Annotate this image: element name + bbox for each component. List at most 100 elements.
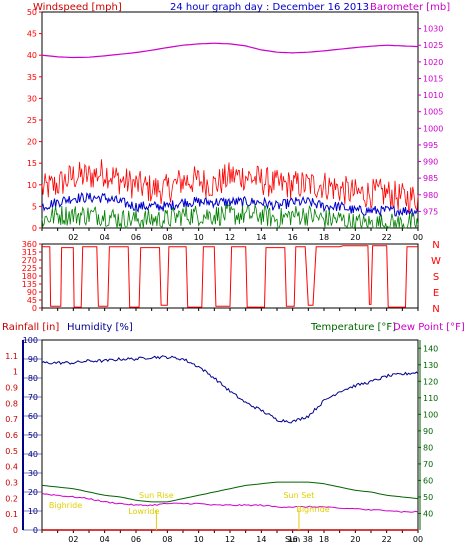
barometer-axis-title: Barometer [mb] — [370, 2, 450, 13]
rain-tick-label: 0.5 — [5, 447, 18, 456]
x-tick-label: 18 — [319, 535, 329, 544]
sun-moon-annotation: Bighride — [296, 505, 329, 514]
y-tick-label: 10 — [27, 181, 37, 190]
humidity-tick-label: 50 — [28, 431, 38, 440]
humidity-tick-label: 90 — [28, 355, 38, 364]
humidity-tick-label: 10 — [28, 507, 38, 516]
y-tick-label: 1000 — [423, 124, 443, 133]
y-tick-label: 140 — [423, 344, 438, 353]
rainfall-axis-title: Rainfall [in] — [2, 322, 59, 333]
direction-compass-label: N — [432, 304, 439, 315]
sun-moon-annotation: Bighride — [49, 501, 82, 510]
y-tick-label: 1025 — [423, 41, 443, 50]
x-tick-label: 22 — [382, 535, 392, 544]
direction-compass-label: E — [433, 288, 439, 299]
wind-max-series — [41, 159, 419, 213]
y-tick-label: 1030 — [423, 25, 443, 34]
rain-tick-label: 0.8 — [5, 399, 18, 408]
windspeed-axis-title: Windspeed [mph] — [33, 2, 122, 13]
y-tick-label: 70 — [423, 460, 433, 469]
y-tick-label: 1010 — [423, 91, 443, 100]
y-tick-label: 45 — [27, 30, 37, 39]
y-tick-label: 225 — [22, 264, 37, 273]
x-tick-label: 08 — [162, 233, 172, 242]
y-tick-label: 50 — [423, 493, 433, 502]
rain-tick-label: 1 — [13, 368, 18, 377]
x-tick-label: 10 — [194, 233, 204, 242]
x-tick-label: 04 — [100, 233, 110, 242]
humidity-series — [41, 355, 419, 424]
y-tick-label: 110 — [423, 394, 438, 403]
x-tick-label: 20 — [350, 535, 360, 544]
y-tick-label: 50 — [27, 8, 37, 17]
dewpoint-series — [41, 492, 419, 513]
x-tick-label: 22 — [382, 233, 392, 242]
y-tick-label: 985 — [423, 174, 438, 183]
rain-tick-label: 0.3 — [5, 479, 18, 488]
humidity-tick-label: 100 — [23, 336, 38, 345]
y-tick-label: 130 — [423, 361, 438, 370]
chart-title: 24 hour graph day : December 16 2013 — [170, 2, 369, 13]
rain-tick-label: 1.1 — [5, 352, 18, 361]
y-tick-label: 90 — [27, 288, 37, 297]
x-tick-label: 18 — [319, 233, 329, 242]
x-tick-label: 06 — [131, 233, 141, 242]
y-tick-label: 90 — [423, 427, 433, 436]
y-tick-label: 980 — [423, 191, 438, 200]
y-tick-label: 135 — [22, 280, 37, 289]
humidity-tick-label: 70 — [28, 393, 38, 402]
humidity-tick-label: 30 — [28, 469, 38, 478]
x-tick-label: 00 — [413, 535, 423, 544]
barometer-series — [41, 42, 419, 59]
y-tick-label: 1005 — [423, 108, 443, 117]
rain-tick-label: 0.2 — [5, 494, 18, 503]
sun-moon-annotation: Lowride — [128, 507, 159, 516]
rain-tick-label: 0 — [13, 526, 18, 535]
direction-compass-label: W — [431, 256, 441, 267]
y-tick-label: 990 — [423, 158, 438, 167]
wind-min-series — [41, 204, 419, 230]
y-tick-label: 40 — [423, 509, 433, 518]
humidity-tick-label: 0 — [33, 526, 38, 535]
x-tick-label: 02 — [68, 233, 78, 242]
rain-tick-label: 0.6 — [5, 431, 18, 440]
x-tick-label: 04 — [100, 535, 110, 544]
temperature-axis-title: Temperature [°F] — [310, 322, 396, 333]
y-tick-label: 360 — [22, 240, 37, 249]
x-tick-label: 12 — [225, 535, 235, 544]
y-tick-label: 40 — [27, 51, 37, 60]
y-tick-label: 1020 — [423, 58, 443, 67]
windspeed-barometer-panel: 02 04 06 08 10 12 14 16 18 20 22 000510152025303540… — [27, 8, 444, 242]
y-tick-label: 975 — [423, 207, 438, 216]
x-tick-label: 14 — [256, 233, 266, 242]
y-tick-label: 995 — [423, 141, 438, 150]
rain-tick-label: 0.9 — [5, 384, 18, 393]
rain-tick-label: 0.1 — [5, 510, 18, 519]
direction-compass-label: N — [432, 240, 439, 251]
humidity-tick-label: 20 — [28, 488, 38, 497]
x-tick-label: 16 — [288, 233, 298, 242]
y-tick-label: 80 — [423, 443, 433, 452]
sun-moon-annotation: Sun Set — [283, 491, 314, 500]
humidity-tick-label: 80 — [28, 374, 38, 383]
wind-avg-series — [41, 192, 419, 218]
y-tick-label: 60 — [423, 476, 433, 485]
x-tick-label: 12 — [225, 233, 235, 242]
y-tick-label: 0 — [32, 224, 37, 233]
rain-tick-label: 0.7 — [5, 415, 18, 424]
x-tick-label: 00 — [413, 233, 423, 242]
y-tick-label: 5 — [32, 202, 37, 211]
y-tick-label: 25 — [27, 116, 37, 125]
humidity-tick-label: 60 — [28, 412, 38, 421]
x-tick-label: 14 — [256, 535, 266, 544]
humidity-tick-label: 40 — [28, 450, 38, 459]
rain-tick-label: 0.4 — [5, 463, 18, 472]
y-tick-label: 100 — [423, 410, 438, 419]
humidity-axis-title: Humidity [%] — [67, 322, 133, 333]
y-tick-label: 35 — [27, 73, 37, 82]
y-tick-label: 45 — [27, 296, 37, 305]
y-tick-label: 120 — [423, 377, 438, 386]
